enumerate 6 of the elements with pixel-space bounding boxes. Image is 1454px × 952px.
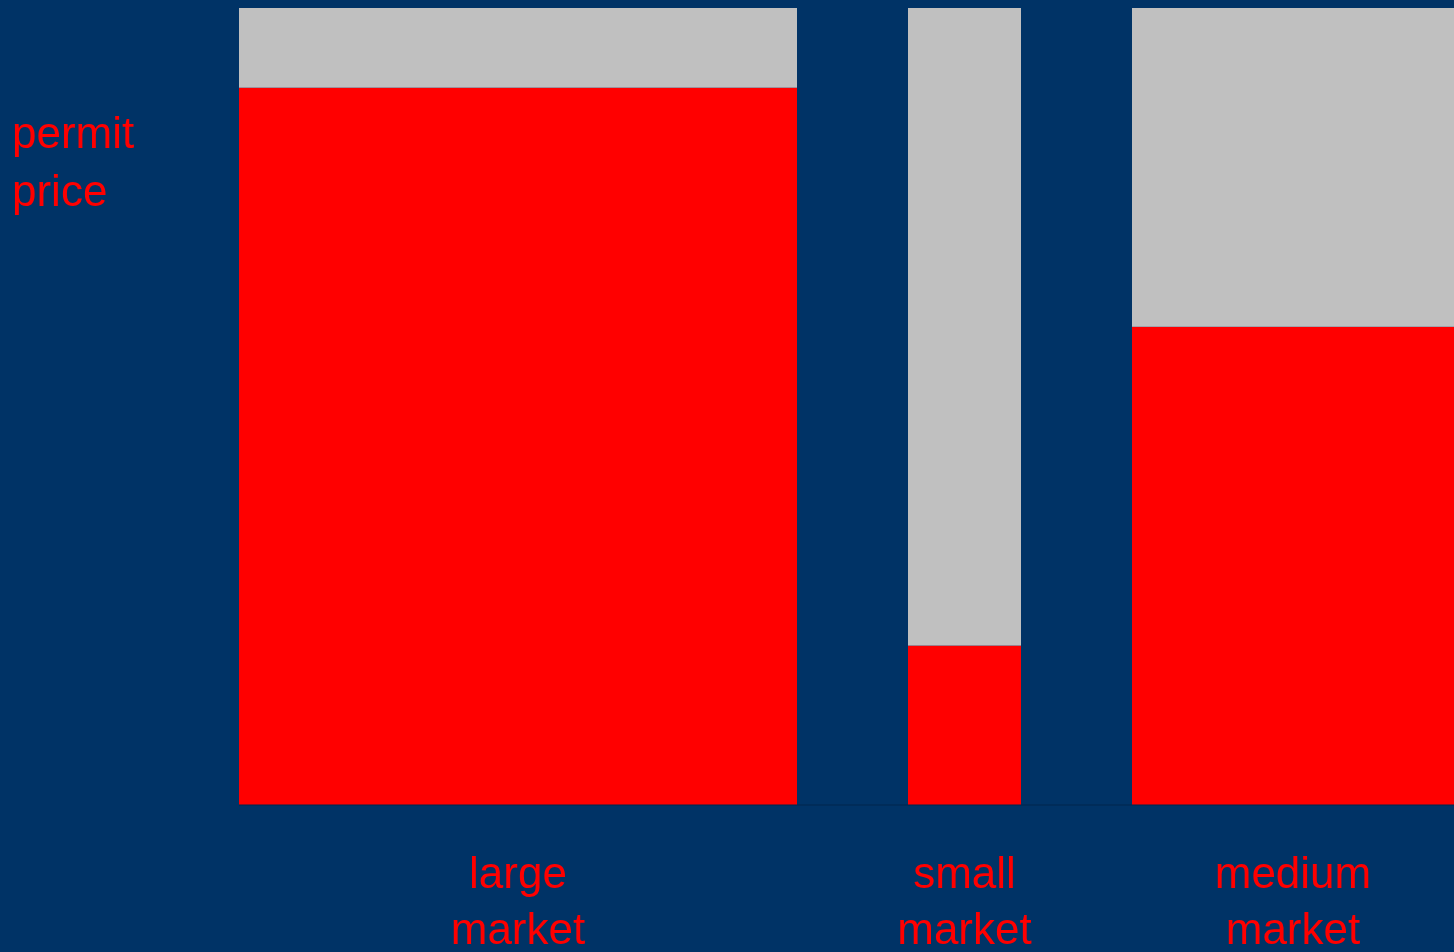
y-axis-title: permit price	[12, 108, 135, 215]
x-tick-label: small market	[897, 848, 1032, 952]
x-tick-label: medium market	[1214, 848, 1372, 952]
bar	[1132, 326, 1454, 805]
bar	[1132, 8, 1454, 327]
x-tick-label: large market	[450, 848, 586, 952]
